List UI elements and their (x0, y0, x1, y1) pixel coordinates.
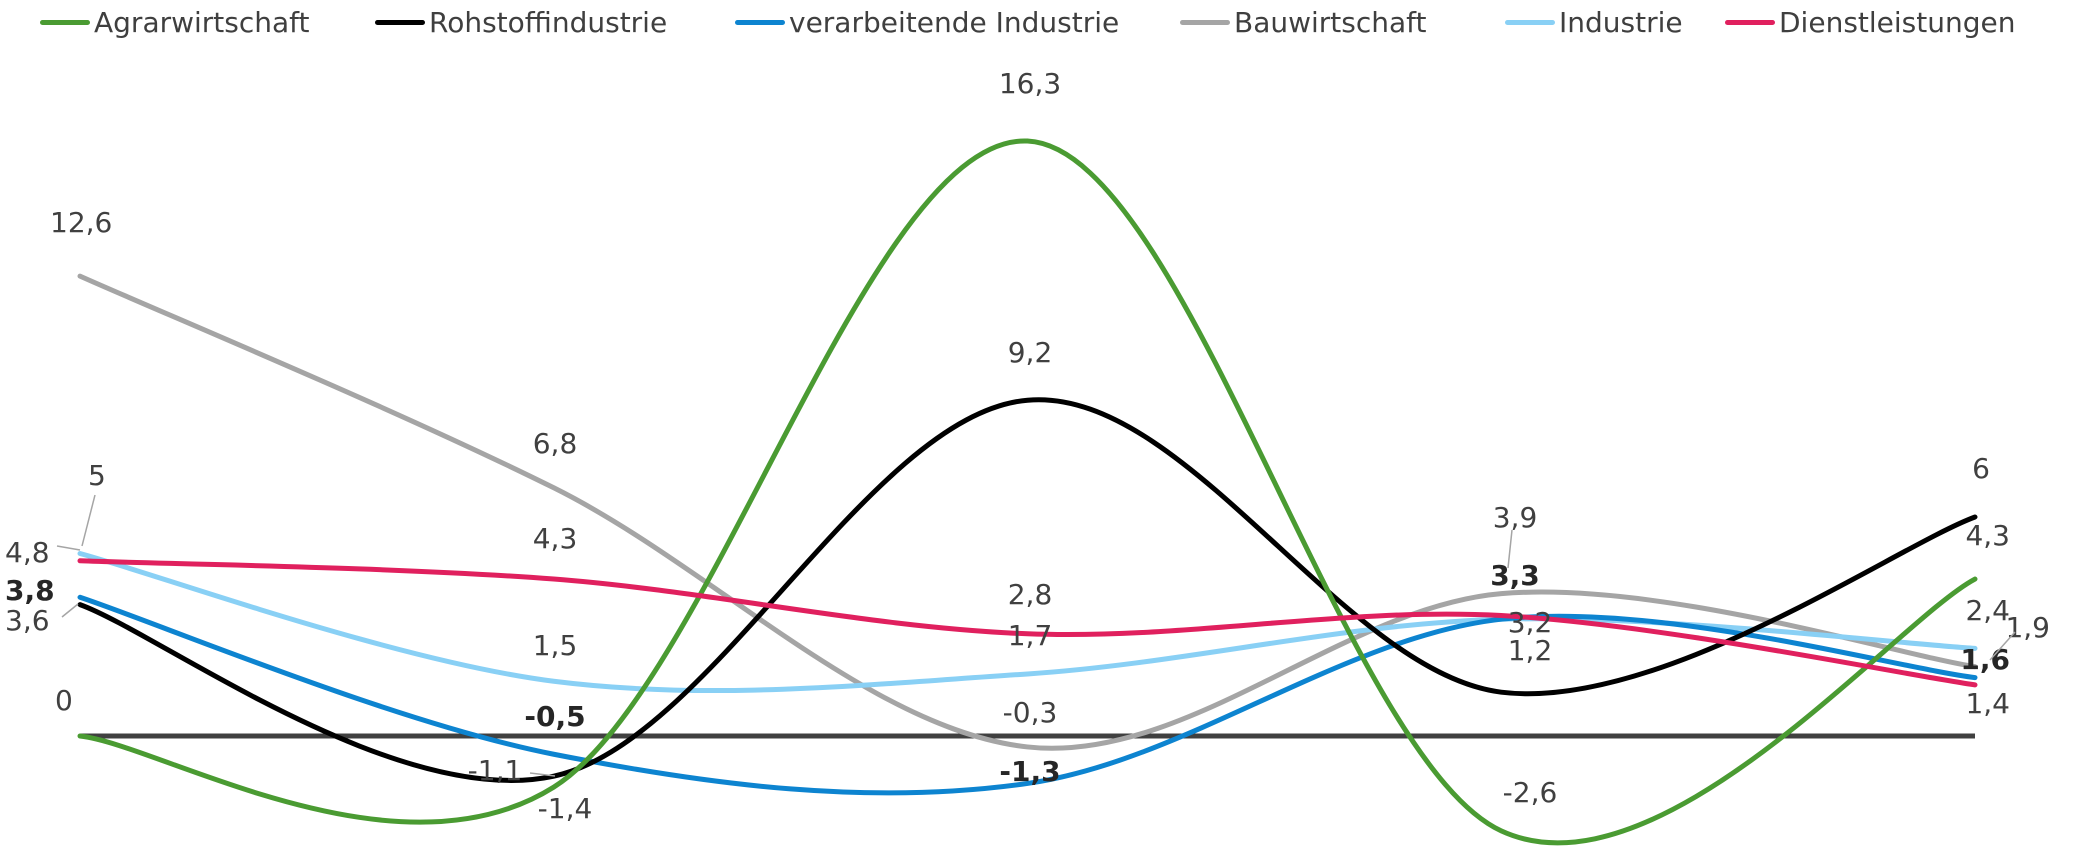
data-label-dienstleistungen-3: 3,3 (1490, 559, 1540, 592)
series-line-rohstoffindustrie (77, 397, 1978, 783)
leader-line-0 (81, 494, 96, 547)
legend-item-dienstleistungen: Dienstleistungen (1725, 4, 2015, 40)
legend-item-industrie: Industrie (1505, 4, 1683, 40)
leader-line-5 (1989, 631, 2016, 661)
data-label-dienstleistungen-4: 1,4 (1965, 687, 2010, 720)
data-label-verarbeitende-industrie-2: -1,3 (999, 755, 1060, 788)
data-label-industrie-4: 2,4 (1965, 594, 2010, 627)
series-line-dienstleistungen (77, 558, 1978, 688)
legend-swatch (375, 19, 425, 25)
data-label-rohstoffindustrie-4: 6 (1972, 452, 1990, 485)
data-label-dienstleistungen-1: 4,3 (533, 522, 578, 555)
data-label-industrie-0: 5 (88, 459, 106, 492)
data-label-verarbeitende-industrie-1: -0,5 (524, 700, 585, 733)
legend-label: Dienstleistungen (1779, 5, 2016, 39)
data-label-industrie-1: 1,5 (533, 629, 578, 662)
legend-swatch (1180, 19, 1230, 25)
series-line-verarbeitende-industrie (77, 594, 1978, 796)
legend-item-agrarwirtschaft: Agrarwirtschaft (40, 4, 310, 40)
legend-swatch (40, 19, 90, 25)
data-label-industrie-2: 1,7 (1008, 619, 1053, 652)
legend-item-verarbeitende-industrie: verarbeitende Industrie (735, 4, 1119, 40)
data-label-bauwirtschaft-3: 3,9 (1493, 501, 1538, 534)
legend-label: Agrarwirtschaft (94, 5, 310, 39)
leader-line-4 (1507, 529, 1513, 569)
data-label-bauwirtschaft-1: 6,8 (533, 427, 578, 460)
legend: Agrarwirtschaft Rohstoffindustrie verarbei… (0, 0, 2082, 44)
data-label-verarbeitende-industrie-0: 3,8 (5, 574, 55, 607)
data-label-agrarwirtschaft-3: -2,6 (1503, 776, 1558, 809)
leader-line-1 (56, 545, 81, 551)
leader-line-2 (61, 603, 79, 618)
series-line-agrarwirtschaft (77, 138, 1978, 846)
data-label-verarbeitende-industrie-3: 3,2 (1508, 606, 1553, 639)
data-label-bauwirtschaft-4: 1,9 (2005, 611, 2050, 644)
legend-swatch (1505, 19, 1555, 25)
series-line-bauwirtschaft (77, 273, 1978, 751)
data-label-agrarwirtschaft-4: 4,3 (1965, 519, 2010, 552)
legend-item-bauwirtschaft: Bauwirtschaft (1180, 4, 1427, 40)
legend-item-rohstoffindustrie: Rohstoffindustrie (375, 4, 667, 40)
data-label-rohstoffindustrie-3: 1,2 (1508, 634, 1553, 667)
data-label-dienstleistungen-2: 2,8 (1008, 578, 1053, 611)
legend-swatch (1725, 19, 1775, 25)
data-label-agrarwirtschaft-1: -1,4 (538, 792, 593, 825)
data-label-dienstleistungen-0: 4,8 (5, 536, 50, 569)
legend-label: verarbeitende Industrie (789, 5, 1120, 39)
leader-line-3 (529, 772, 556, 777)
data-label-verarbeitende-industrie-4: 1,6 (1960, 643, 2010, 676)
legend-label: Bauwirtschaft (1234, 5, 1427, 39)
legend-swatch (735, 19, 785, 25)
legend-label: Industrie (1559, 5, 1683, 39)
data-label-rohstoffindustrie-2: 9,2 (1008, 336, 1053, 369)
legend-label: Rohstoffindustrie (429, 5, 668, 39)
data-label-rohstoffindustrie-1: -1,1 (468, 754, 523, 787)
data-label-rohstoffindustrie-0: 3,6 (5, 604, 50, 637)
data-label-bauwirtschaft-2: -0,3 (1003, 696, 1058, 729)
data-label-agrarwirtschaft-0: 0 (55, 684, 73, 717)
data-label-bauwirtschaft-0: 12,6 (50, 206, 112, 239)
data-label-agrarwirtschaft-2: 16,3 (999, 67, 1061, 100)
